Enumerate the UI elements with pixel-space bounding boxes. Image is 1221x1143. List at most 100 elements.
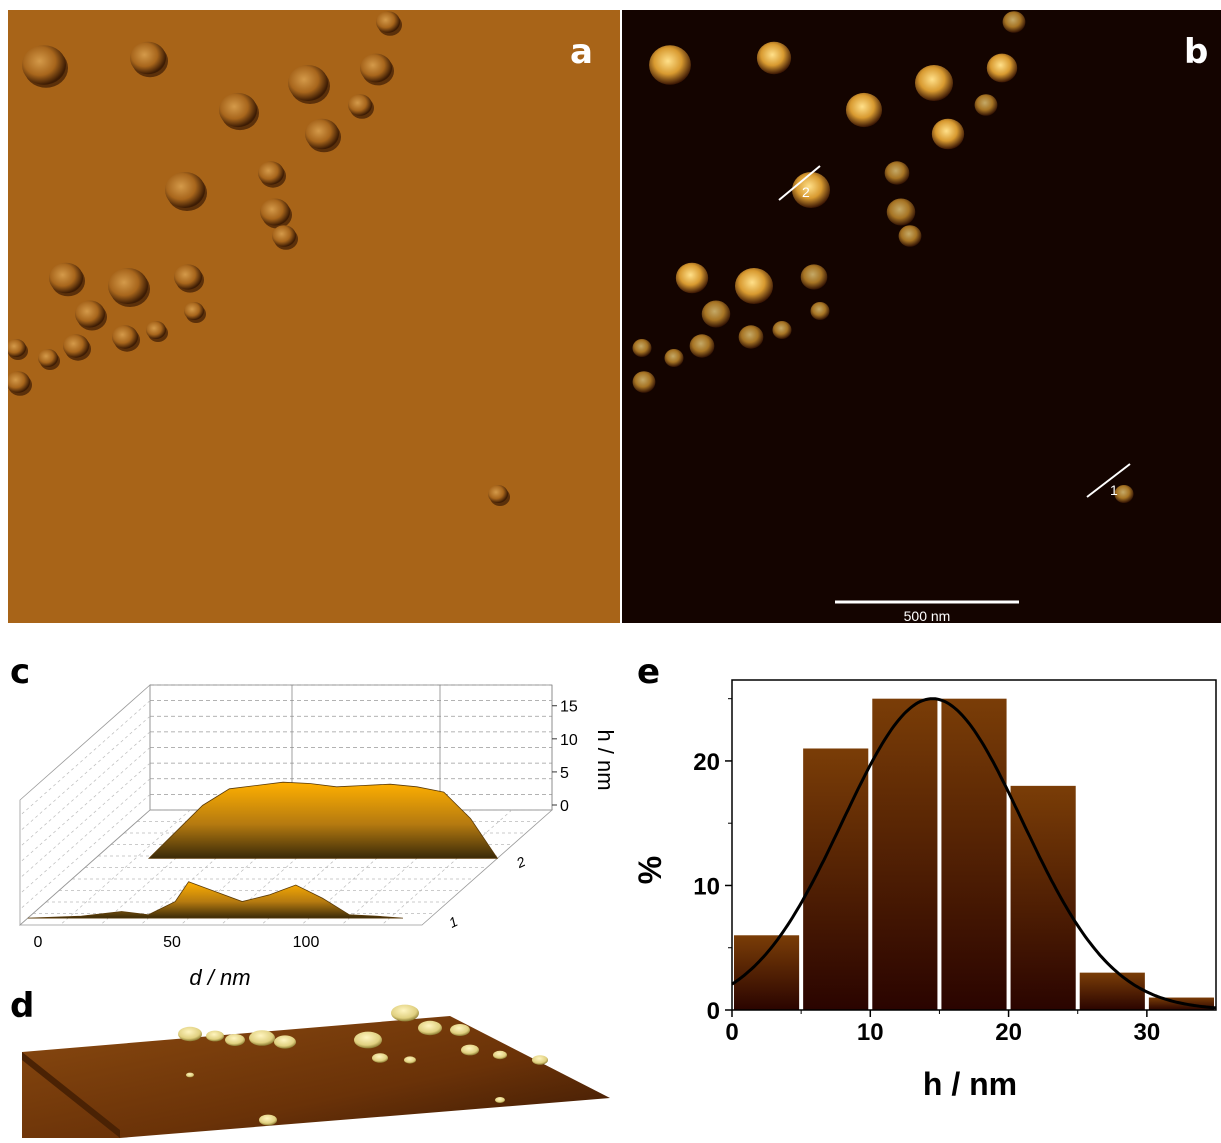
amplitude-particle (288, 65, 328, 101)
grid-line (19, 794, 151, 910)
height-particle (649, 45, 691, 85)
amplitude-particle (488, 485, 508, 503)
surface-particle (225, 1034, 245, 1046)
afm-height-svg: 2 1 500 nm (622, 10, 1221, 624)
x-tick-label: 100 (293, 934, 320, 951)
height-particle (845, 92, 883, 128)
height-particle (931, 118, 965, 150)
grid-line (19, 747, 151, 863)
c-y-axis-label: h / nm (593, 729, 618, 790)
profile-series (27, 781, 499, 919)
surface-edge (22, 1052, 120, 1138)
surface-particle (259, 1114, 277, 1126)
height-particle (792, 172, 830, 208)
surface-particles (178, 1004, 548, 1126)
surface-particle (418, 1020, 442, 1036)
surface-particle (495, 1097, 505, 1103)
amplitude-background (8, 10, 620, 623)
amplitude-particle (174, 264, 202, 290)
afm-amplitude-svg (6, 10, 620, 623)
height-particle (810, 302, 830, 320)
amplitude-particles (6, 11, 510, 506)
amplitude-particle (112, 325, 138, 349)
grid-line (19, 762, 151, 879)
profile-series-2 (148, 781, 499, 859)
amplitude-particle (75, 300, 105, 328)
surface-particle (391, 1004, 419, 1022)
profile-line-1 (1086, 463, 1131, 498)
y-tick-label: 10 (693, 873, 720, 900)
depth-tick-label: 2 (513, 853, 528, 871)
amplitude-particle (6, 339, 26, 357)
amplitude-particle (6, 371, 30, 393)
amplitude-particle (22, 45, 66, 85)
amplitude-particle (258, 161, 284, 185)
histogram-svg: 0 10 20 30 0 10 20 h / nm % (632, 679, 1217, 1102)
profile-line-2 (778, 165, 821, 201)
amplitude-particle (219, 92, 257, 128)
amplitude-particle (165, 172, 205, 208)
grid-line (19, 715, 151, 832)
grid-line (341, 809, 472, 926)
x-tick-label: 20 (995, 1019, 1022, 1046)
side-wall (19, 684, 151, 926)
amplitude-particle (360, 53, 392, 83)
surface-particle (354, 1031, 382, 1049)
height-particle (735, 268, 773, 304)
grid-line (19, 700, 151, 816)
e-y-axis-label: % (632, 856, 668, 884)
grid-line (59, 809, 191, 926)
histogram-bar (872, 698, 938, 1010)
surface-particle (461, 1044, 479, 1056)
histogram-bar (1010, 785, 1076, 1010)
surface-particle (178, 1026, 202, 1042)
amplitude-particle (260, 198, 290, 226)
height-particle (915, 65, 953, 101)
height-particle (701, 300, 731, 328)
surface-particle (206, 1030, 224, 1042)
panel-label-d: d (10, 986, 35, 1026)
height-histogram: e 0 10 20 30 0 10 20 h / nm % (625, 650, 1221, 1138)
afm-height-image: 2 1 500 nm b (622, 10, 1221, 624)
surface-particle (186, 1072, 194, 1078)
amplitude-particle (348, 94, 372, 116)
afm-amplitude-image: a (6, 10, 620, 623)
height-particle (884, 161, 910, 185)
surface-particle (372, 1053, 388, 1063)
y-tick-label: 0 (707, 998, 720, 1025)
height-particle (986, 53, 1018, 83)
height-profile-chart: c 0 5 10 15 0 50 100 1 2 d / nm h / nm (0, 650, 620, 995)
y-tick-label: 0 (560, 798, 569, 815)
grid-line (19, 778, 151, 895)
y-tick-label: 5 (560, 765, 569, 782)
histogram-bars (734, 698, 1214, 1010)
panel-label-b: b (1184, 32, 1209, 72)
amplitude-particle (376, 11, 400, 33)
surface-particle (404, 1056, 416, 1064)
histogram-bar (1079, 972, 1145, 1010)
amplitude-particle (38, 349, 58, 367)
height-particle (772, 321, 792, 339)
surface-particle (450, 1024, 470, 1036)
profile-label-1: 1 (1110, 482, 1118, 498)
histogram-bar (734, 935, 800, 1010)
scale-bar-label: 500 nm (904, 608, 951, 623)
x-tick-label: 30 (1134, 1019, 1161, 1046)
afm-3d-svg (22, 1004, 610, 1138)
amplitude-particle (272, 225, 296, 247)
y-tick-label: 20 (693, 749, 720, 776)
afm-3d-surface: d (0, 986, 620, 1138)
x-tick-label: 0 (34, 934, 43, 951)
profile-chart-svg: 0 5 10 15 0 50 100 1 2 d / nm h / nm (18, 684, 618, 990)
height-particle (689, 334, 715, 358)
amplitude-particle (146, 321, 166, 339)
amplitude-particle (184, 302, 204, 320)
height-particle (898, 225, 922, 247)
histogram-frame (731, 679, 1217, 1011)
amplitude-particle (108, 268, 148, 304)
height-particle (800, 264, 828, 290)
x-tick-label: 50 (163, 934, 181, 951)
panel-label-e: e (637, 652, 661, 692)
depth-tick-label: 1 (446, 913, 460, 931)
height-particle (886, 198, 916, 226)
